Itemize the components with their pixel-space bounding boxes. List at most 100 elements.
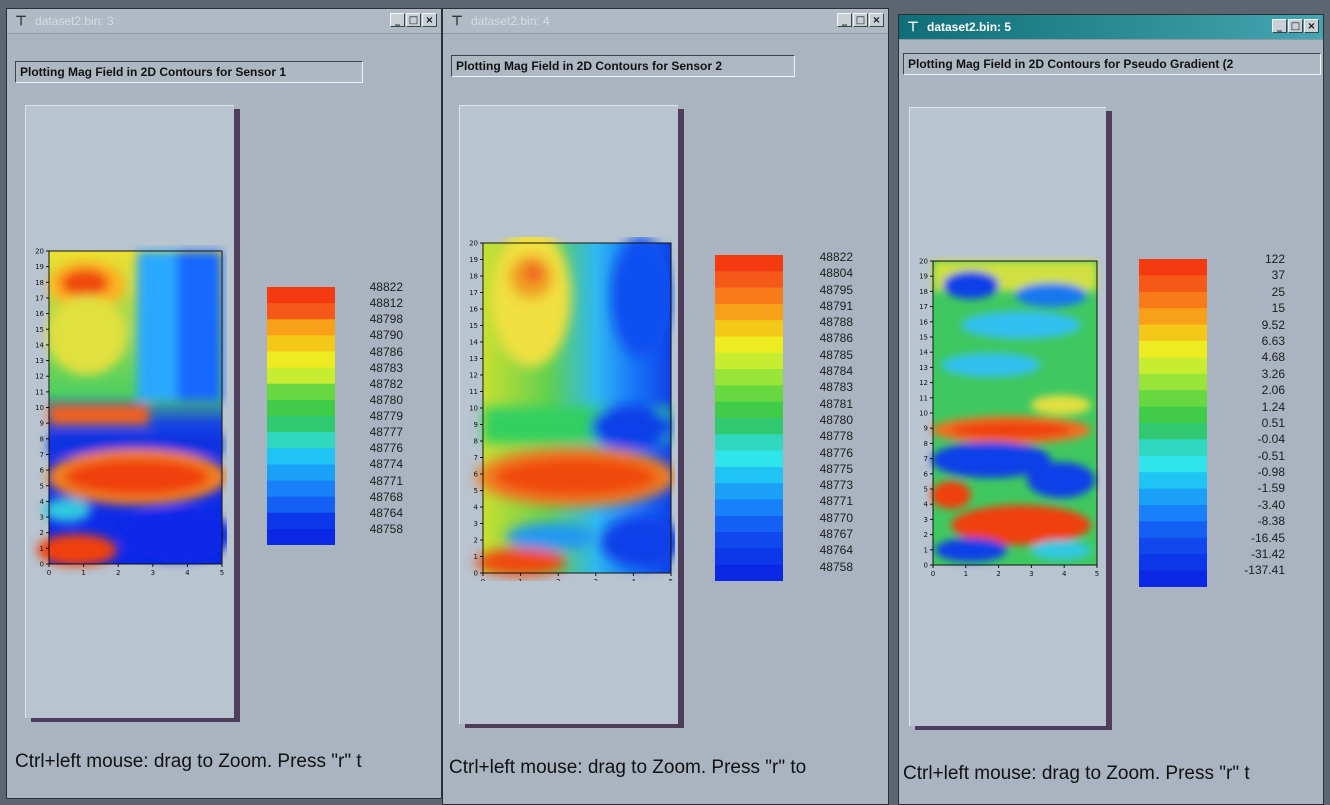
title-bar[interactable]: ⊤ dataset2.bin: 5 _ □ ×: [899, 15, 1323, 40]
y-tick-label: 1: [40, 545, 44, 553]
close-button[interactable]: ×: [869, 13, 884, 27]
pin-icon: ⊤: [451, 13, 463, 28]
y-tick-label: 4: [40, 498, 45, 506]
legend-swatch: [267, 335, 335, 352]
legend-swatch: [267, 303, 335, 320]
legend-value: 25: [1271, 284, 1285, 299]
minimize-button[interactable]: _: [390, 13, 405, 27]
legend-value: 48783: [369, 360, 403, 375]
minimize-icon: _: [395, 14, 400, 26]
y-tick-label: 18: [35, 279, 44, 287]
y-tick-label: 3: [924, 516, 928, 524]
minimize-button[interactable]: _: [1272, 19, 1287, 33]
legend-swatch: [267, 416, 335, 433]
title-bar[interactable]: ⊤ dataset2.bin: 4 _ □ ×: [443, 9, 888, 34]
legend-value: 6.63: [1261, 333, 1285, 348]
legend-value: 9.52: [1261, 317, 1285, 332]
y-tick-label: 12: [919, 379, 928, 387]
contour-fill: [476, 237, 675, 576]
pin-icon: ⊤: [15, 13, 27, 28]
legend-swatch: [267, 367, 335, 385]
legend-value: 1.24: [1261, 399, 1285, 414]
legend-swatch: [715, 434, 783, 452]
y-tick-label: 2: [924, 531, 928, 539]
legend-value: 48782: [369, 376, 403, 391]
x-tick-label: 1: [81, 569, 85, 575]
legend-swatch: [267, 480, 335, 498]
zoom-hint: Ctrl+left mouse: drag to Zoom. Press "r"…: [15, 751, 362, 772]
pin-icon: ⊤: [907, 19, 919, 34]
x-tick-label: 0: [931, 570, 935, 578]
y-tick-label: 10: [469, 405, 478, 413]
maximize-button[interactable]: □: [1288, 19, 1303, 33]
legend-swatch: [715, 287, 783, 305]
legend-value: 48777: [369, 425, 403, 440]
maximize-button[interactable]: □: [406, 13, 421, 27]
legend-value: 2.06: [1261, 383, 1285, 398]
y-tick-label: 14: [919, 349, 928, 357]
legend-value: 0.51: [1261, 415, 1285, 430]
legend-value: 48786: [369, 344, 403, 359]
legend-value: 48764: [369, 505, 403, 520]
legend-swatch: [267, 383, 335, 401]
legend-swatch: [715, 336, 783, 354]
maximize-button[interactable]: □: [853, 13, 868, 27]
y-tick-label: 19: [35, 263, 44, 271]
legend-swatch: [1139, 373, 1207, 391]
x-tick-label: 0: [481, 578, 485, 581]
x-axis-ticks: 0 1 2 3 4 5: [481, 573, 673, 581]
y-tick-label: 7: [40, 451, 44, 459]
legend-value: 48785: [819, 347, 853, 362]
y-tick-label: 15: [35, 326, 44, 334]
legend-swatch: [1139, 472, 1207, 490]
y-tick-label: 8: [474, 438, 478, 446]
legend-value: 48778: [819, 429, 853, 444]
plot-header: Plotting Mag Field in 2D Contours for Se…: [15, 61, 363, 83]
legend-swatch: [715, 532, 783, 549]
legend-swatch: [1139, 275, 1207, 293]
legend-swatch: [715, 385, 783, 403]
x-tick-label: 4: [185, 569, 190, 575]
close-button[interactable]: ×: [1304, 19, 1319, 33]
legend-swatch: [715, 466, 783, 484]
close-button[interactable]: ×: [422, 13, 437, 27]
minimize-button[interactable]: _: [837, 13, 852, 27]
legend-value: 48780: [819, 412, 853, 427]
window-pseudo-gradient: ⊤ dataset2.bin: 5 _ □ × Plotting Mag Fie…: [898, 14, 1324, 805]
legend-value: -16.45: [1250, 530, 1285, 545]
y-tick-label: 2: [474, 537, 478, 545]
legend-value: -0.04: [1257, 432, 1285, 447]
legend-value: 48771: [819, 494, 853, 509]
legend-value: -8.38: [1257, 514, 1285, 529]
y-tick-label: 15: [919, 334, 928, 342]
y-tick-label: 5: [474, 487, 478, 495]
legend-value: 48767: [819, 527, 853, 542]
legend-value: 4.68: [1261, 350, 1285, 365]
legend-value: 48822: [369, 280, 403, 294]
y-tick-label: 16: [919, 318, 928, 326]
legend-swatch: [715, 450, 783, 468]
y-tick-label: 10: [919, 410, 928, 418]
legend-swatch: [1139, 439, 1207, 457]
legend-value: -0.51: [1257, 448, 1285, 463]
legend-value: 48798: [369, 312, 403, 327]
legend-value: 48779: [369, 409, 403, 423]
legend-labels: 48822 48812 48798 48790 48786 48783 48782 48780…: [339, 279, 403, 537]
legend-swatch: [715, 418, 783, 435]
legend-swatch: [715, 369, 783, 386]
legend-value: 48788: [819, 315, 853, 330]
legend-swatch: [715, 352, 783, 370]
x-axis-ticks: 0 1 2 3 4 5: [47, 564, 224, 575]
legend-value: 48774: [369, 457, 403, 472]
y-tick-label: 2: [40, 529, 44, 537]
legend-value: 48791: [819, 298, 853, 313]
maximize-icon: □: [1290, 20, 1301, 32]
y-tick-label: 7: [474, 454, 478, 462]
title-bar[interactable]: ⊤ dataset2.bin: 3 _ □ ×: [7, 9, 441, 34]
x-tick-label: 4: [1062, 570, 1067, 578]
